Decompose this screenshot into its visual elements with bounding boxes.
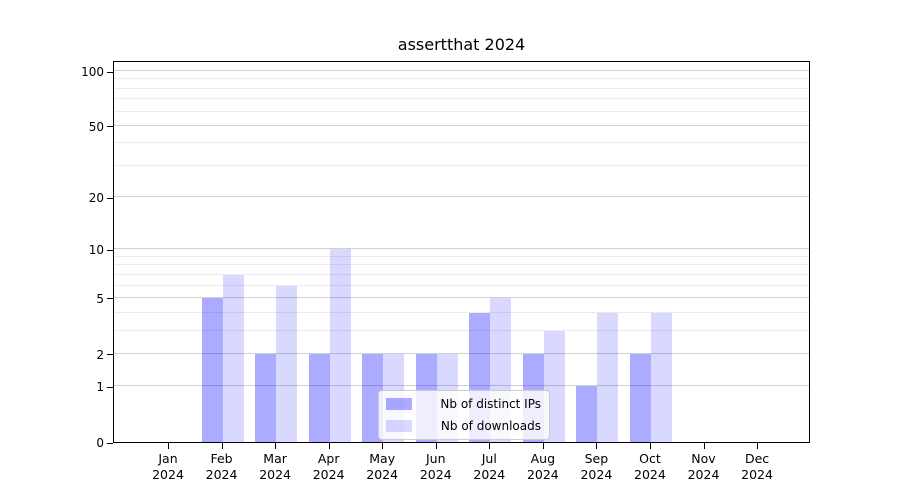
bar-nb-of-distinct-ips [308, 353, 330, 442]
legend-swatch-distinct-ips-icon [386, 398, 412, 410]
bar-nb-of-downloads [597, 312, 619, 442]
gridline-minor [114, 329, 809, 331]
gridline-minor [114, 273, 809, 275]
legend: Nb of distinct IPs Nb of downloads [378, 390, 550, 440]
x-axis-tick-label: Aug 2024 [526, 451, 559, 482]
x-axis-tick-label: Jun 2024 [419, 451, 452, 482]
x-tick-mark [649, 443, 651, 449]
y-tick-mark [107, 71, 113, 73]
x-tick-mark [542, 443, 544, 449]
x-axis-tick-label: May 2024 [366, 451, 399, 482]
gridline-minor [114, 311, 809, 313]
gridline-major [114, 385, 809, 387]
y-tick-mark [107, 197, 113, 199]
y-axis-tick-label: 0 [96, 436, 104, 450]
gridline-major [114, 196, 809, 198]
x-axis-tick-label: Sep 2024 [580, 451, 613, 482]
x-axis-tick-label: Oct 2024 [634, 451, 666, 482]
y-tick-mark [107, 386, 113, 388]
bar-nb-of-distinct-ips [255, 353, 277, 442]
x-tick-mark [221, 443, 223, 449]
x-axis-tick-label: Jan 2024 [152, 451, 184, 482]
legend-item-downloads: Nb of downloads [386, 419, 541, 433]
x-axis-tick-label: Mar 2024 [259, 451, 291, 482]
x-tick-mark [275, 443, 277, 449]
gridline-minor [114, 264, 809, 266]
legend-label-downloads: Nb of downloads [440, 419, 541, 433]
y-axis-tick-label: 2 [96, 347, 104, 362]
gridline-major [114, 70, 809, 71]
gridline-minor [114, 164, 809, 166]
x-axis-tick-label: Nov 2024 [687, 451, 720, 482]
x-tick-mark [435, 443, 437, 449]
bar-nb-of-distinct-ips [201, 297, 223, 442]
legend-label-distinct-ips: Nb of distinct IPs [440, 397, 541, 411]
y-axis-tick-label: 1 [96, 380, 104, 395]
gridline-minor [114, 110, 809, 112]
chart-title: assertthat 2024 [397, 35, 526, 54]
y-axis-tick-label: 100 [81, 65, 104, 79]
legend-item-distinct-ips: Nb of distinct IPs [386, 397, 541, 411]
gridline-major [114, 248, 809, 250]
x-tick-mark [328, 443, 330, 449]
y-tick-mark [107, 442, 113, 444]
bar-nb-of-downloads [329, 249, 351, 442]
x-tick-mark [168, 443, 169, 449]
gridline-major [114, 296, 809, 298]
bar-nb-of-distinct-ips [576, 386, 598, 442]
gridline-minor [114, 284, 809, 286]
y-tick-mark [107, 354, 113, 356]
bar-nb-of-distinct-ips [629, 353, 651, 442]
y-axis-tick-label: 5 [96, 291, 104, 306]
gridline-minor [114, 87, 809, 89]
gridline-minor [114, 255, 809, 257]
y-axis-tick-label: 20 [88, 191, 104, 206]
y-axis-tick-label: 10 [88, 243, 104, 258]
gridline-minor [114, 142, 809, 144]
y-tick-mark [107, 298, 113, 300]
y-axis-tick-label: 50 [88, 119, 104, 134]
x-axis-tick-label: Apr 2024 [312, 451, 345, 482]
x-tick-mark [489, 443, 491, 449]
x-axis-tick-label: Dec 2024 [741, 451, 773, 482]
y-tick-mark [107, 249, 113, 251]
y-tick-mark [107, 126, 113, 128]
bar-nb-of-downloads [222, 274, 244, 442]
plot-area [113, 61, 810, 443]
gridline-major [114, 124, 809, 126]
legend-swatch-downloads-icon [386, 420, 412, 432]
x-axis-tick-label: Jul 2024 [473, 451, 506, 482]
bar-nb-of-downloads [276, 285, 298, 442]
x-axis-tick-label: Feb 2024 [205, 451, 238, 482]
x-tick-mark [382, 443, 384, 449]
gridline-minor [114, 78, 809, 80]
gridline-major [114, 352, 809, 354]
x-tick-mark [703, 443, 705, 449]
gridline-minor [114, 98, 809, 100]
x-tick-mark [596, 443, 598, 449]
bar-nb-of-distinct-ips [362, 353, 384, 442]
bar-nb-of-downloads [650, 312, 672, 442]
x-tick-mark [757, 443, 759, 449]
